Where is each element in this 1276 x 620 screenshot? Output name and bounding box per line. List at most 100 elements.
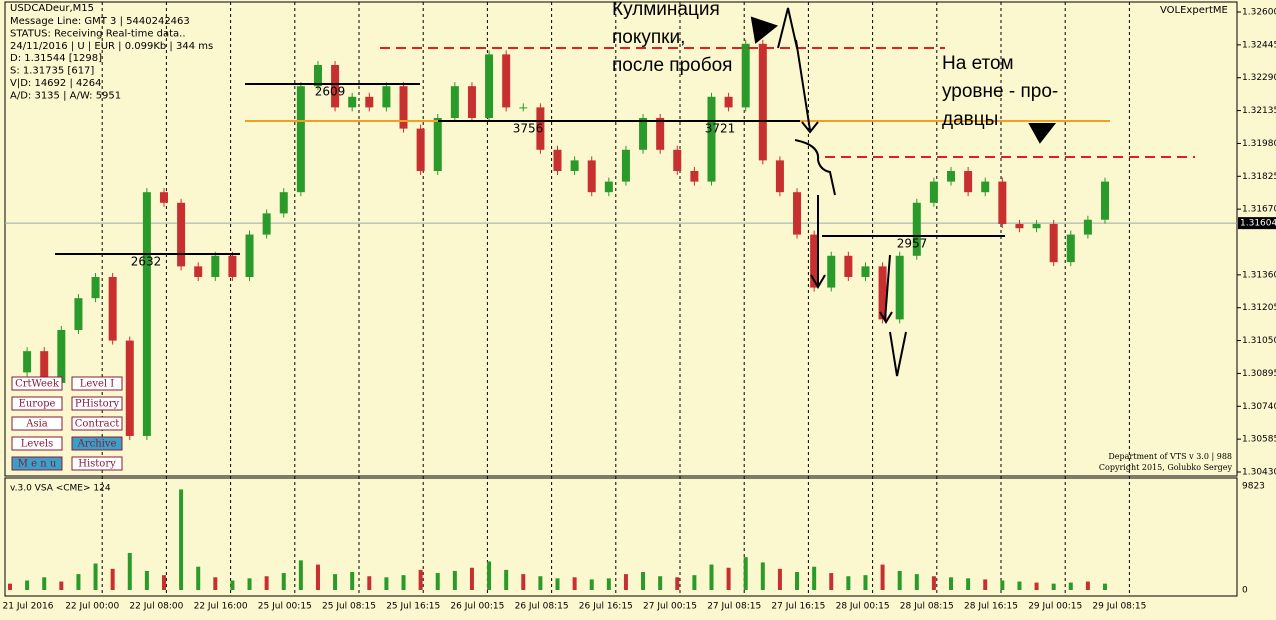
- candle: [861, 266, 870, 277]
- price-label: 1.32600: [1242, 8, 1276, 18]
- price-label: 1.32135: [1242, 106, 1276, 116]
- volume-bar: [812, 566, 817, 590]
- button[interactable]: [71, 436, 123, 451]
- button[interactable]: [11, 396, 63, 411]
- button[interactable]: [71, 396, 123, 411]
- time-label: 28 Jul 08:15: [900, 602, 954, 612]
- candle: [741, 43, 750, 108]
- info-line: A/D: 3135 | A/W: 5951: [10, 90, 121, 101]
- credit: Copyright 2015, Golubko Sergey: [1099, 463, 1233, 472]
- button[interactable]: [71, 376, 123, 391]
- button-label[interactable]: History: [78, 459, 116, 470]
- button-label[interactable]: Contract: [75, 419, 120, 430]
- credit: Department of VTS v 3.0 | 988: [1108, 452, 1232, 461]
- volume-bar: [641, 572, 646, 590]
- volume-bar: [846, 576, 851, 590]
- volume-bar: [572, 577, 577, 590]
- volume-bar: [281, 573, 286, 590]
- level-volume: 2632: [131, 255, 162, 269]
- candle: [621, 149, 630, 182]
- level-volume: 3756: [513, 122, 544, 136]
- volume-bar: [213, 577, 218, 590]
- time-label: 26 Jul 00:15: [450, 602, 504, 612]
- volume-bar: [538, 576, 543, 590]
- candle: [279, 192, 288, 214]
- volume-bar: [384, 577, 389, 590]
- arrow: [889, 331, 907, 377]
- candle: [416, 128, 425, 171]
- current-price: 1.31604: [1240, 219, 1276, 229]
- candle: [211, 255, 220, 277]
- price-pane: [4, 1, 1238, 477]
- volume-bar: [144, 570, 149, 590]
- volume-bar: [179, 489, 184, 590]
- candle: [57, 329, 66, 383]
- volume-bar: [487, 561, 492, 590]
- candle: [964, 170, 973, 193]
- button-label[interactable]: M e n u: [18, 459, 57, 470]
- volume-bar: [504, 569, 509, 590]
- volume-bar: [298, 560, 303, 590]
- volume-bar: [1034, 582, 1039, 590]
- candle: [827, 255, 836, 288]
- candle: [399, 86, 408, 129]
- candle: [775, 160, 784, 193]
- button-label[interactable]: Asia: [25, 419, 48, 430]
- volume-bar: [606, 578, 611, 590]
- candle: [673, 149, 682, 171]
- button[interactable]: [11, 456, 63, 471]
- button[interactable]: [11, 416, 63, 431]
- volume-label: v.3.0 VSA <CME> 124: [10, 484, 111, 494]
- button[interactable]: [11, 436, 63, 451]
- button-label[interactable]: Europe: [19, 399, 56, 410]
- price-label: 1.32445: [1242, 40, 1276, 50]
- candle: [724, 96, 733, 108]
- candle: [981, 181, 990, 193]
- candle: [125, 340, 134, 436]
- arrow: [1028, 123, 1057, 144]
- candle: [159, 192, 168, 203]
- time-label: 27 Jul 16:15: [771, 602, 825, 612]
- volume-bar: [1051, 583, 1056, 590]
- time-label: 27 Jul 08:15: [707, 602, 761, 612]
- annotation: Кулминация: [612, 0, 720, 20]
- candle: [604, 181, 613, 193]
- button-label[interactable]: PHistory: [75, 399, 120, 410]
- button-label[interactable]: Archive: [77, 439, 117, 450]
- arrow: [810, 195, 826, 289]
- candle: [1083, 219, 1092, 235]
- candle: [91, 276, 100, 299]
- volume-bar: [777, 568, 782, 590]
- indicator-name: VOLExpertME: [1160, 5, 1228, 16]
- price-label: 1.31205: [1242, 303, 1276, 313]
- button-label[interactable]: Level I: [80, 379, 115, 390]
- volume-bar: [333, 574, 338, 590]
- time-label: 28 Jul 16:15: [964, 602, 1018, 612]
- volume-bar: [418, 569, 423, 590]
- candle: [467, 86, 476, 118]
- drawings: [55, 7, 1195, 377]
- volume-bar: [931, 576, 936, 590]
- arrow: [750, 16, 779, 44]
- candle: [194, 266, 203, 277]
- time-label: 25 Jul 00:15: [258, 602, 312, 612]
- candle: [553, 149, 562, 171]
- button[interactable]: [71, 456, 123, 471]
- button-label[interactable]: CrtWeek: [15, 379, 60, 390]
- candle: [1049, 223, 1058, 263]
- button[interactable]: [11, 376, 63, 391]
- volume-bar: [247, 578, 252, 590]
- candle: [536, 107, 545, 150]
- volume-bar: [795, 572, 800, 590]
- candle: [450, 86, 459, 118]
- candle: [570, 160, 579, 171]
- button-label[interactable]: Levels: [21, 439, 53, 450]
- price-label: 1.31050: [1242, 336, 1276, 346]
- volume-bar: [25, 580, 30, 590]
- button[interactable]: [71, 416, 123, 431]
- info-line: V|D: 14692 | 4264: [10, 78, 101, 89]
- candle: [296, 86, 305, 193]
- candle: [228, 255, 237, 277]
- volume-bar: [863, 575, 868, 590]
- arrow: [795, 39, 819, 134]
